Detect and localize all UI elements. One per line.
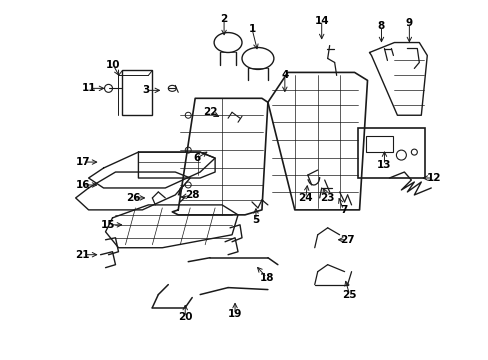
- Text: 12: 12: [426, 173, 441, 183]
- Text: 22: 22: [203, 107, 217, 117]
- Text: 8: 8: [377, 21, 385, 31]
- Text: 21: 21: [75, 250, 90, 260]
- Text: 13: 13: [376, 160, 391, 170]
- Text: 5: 5: [252, 215, 259, 225]
- Text: 1: 1: [248, 24, 255, 33]
- Bar: [365, 136, 393, 152]
- Text: 26: 26: [126, 193, 141, 203]
- Text: 20: 20: [178, 312, 192, 323]
- Text: 18: 18: [259, 273, 274, 283]
- Text: 24: 24: [298, 193, 312, 203]
- Text: 16: 16: [75, 180, 90, 190]
- Bar: [357, 128, 425, 178]
- Text: 10: 10: [106, 60, 121, 71]
- Text: 7: 7: [339, 205, 346, 215]
- Text: 15: 15: [101, 220, 116, 230]
- Text: 9: 9: [405, 18, 412, 28]
- Text: 4: 4: [281, 71, 288, 80]
- Text: 28: 28: [184, 190, 199, 200]
- Text: 27: 27: [340, 235, 354, 245]
- Text: 14: 14: [314, 15, 328, 26]
- Text: 2: 2: [220, 14, 227, 24]
- Text: 17: 17: [75, 157, 90, 167]
- Text: 25: 25: [342, 289, 356, 300]
- Text: 23: 23: [320, 193, 334, 203]
- Text: 19: 19: [227, 310, 242, 319]
- Bar: [122, 71, 152, 115]
- Text: 3: 3: [142, 85, 150, 95]
- Text: 11: 11: [81, 84, 96, 93]
- Text: 6: 6: [193, 153, 201, 163]
